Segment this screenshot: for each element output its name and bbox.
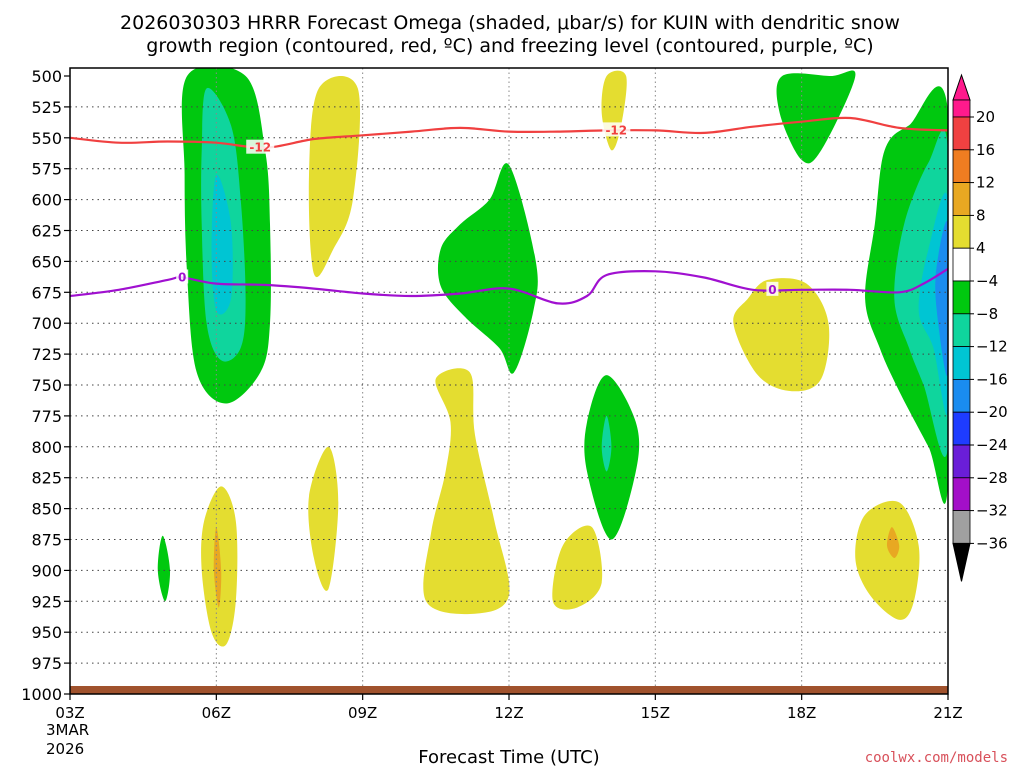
colorbar-bin-3 bbox=[952, 182, 971, 216]
omega-region-4 bbox=[437, 163, 538, 374]
y-tick-label-750: 750 bbox=[31, 376, 62, 395]
y-tick-label-725: 725 bbox=[31, 345, 62, 364]
colorbar-label-10: −24 bbox=[976, 436, 1008, 454]
omega-region-14 bbox=[213, 527, 222, 608]
colorbar-label-6: −8 bbox=[976, 305, 998, 323]
y-tick-label-625: 625 bbox=[31, 222, 62, 241]
colorbar-label-11: −28 bbox=[976, 469, 1008, 487]
omega-region-10 bbox=[423, 368, 510, 615]
colorbar-label-5: −4 bbox=[976, 272, 998, 290]
omega-region-8 bbox=[584, 375, 640, 540]
colorbar-label-2: 12 bbox=[976, 174, 995, 192]
y-tick-label-650: 650 bbox=[31, 252, 62, 271]
omega-region-12 bbox=[308, 446, 339, 591]
contour-layer: -12 -12 0 0 bbox=[70, 116, 948, 305]
chart-title-line-2: growth region (contoured, red, ºC) and f… bbox=[146, 35, 873, 57]
omega-region-9 bbox=[601, 415, 612, 472]
colorbar-bin-10 bbox=[952, 411, 971, 446]
colorbar-bin-9 bbox=[952, 378, 971, 413]
y-tick-label-875: 875 bbox=[31, 531, 62, 550]
colorbar-label-13: −36 bbox=[976, 534, 1008, 552]
x-date-line-2: 2026 bbox=[46, 740, 84, 758]
colorbar-bin-8 bbox=[952, 346, 971, 380]
omega-region-3 bbox=[308, 75, 361, 278]
omega-region-21 bbox=[886, 527, 900, 558]
freezing-level-0-label-1: 0 bbox=[768, 283, 776, 297]
x-tick-label-18: 18Z bbox=[787, 704, 816, 722]
colorbar-bin-4 bbox=[952, 214, 971, 249]
y-tick-label-925: 925 bbox=[31, 592, 62, 611]
credit-text: coolwx.com/models bbox=[865, 750, 1008, 766]
colorbar-top-arrow bbox=[952, 73, 971, 101]
dgz-minus12-label-bg-1 bbox=[602, 122, 631, 137]
colorbar-label-7: −12 bbox=[976, 338, 1008, 356]
y-tick-label-850: 850 bbox=[31, 500, 62, 519]
x-tick-label-6: 06Z bbox=[202, 704, 231, 722]
freezing-level-0-label-bg-1 bbox=[766, 281, 779, 296]
y-tick-label-500: 500 bbox=[31, 67, 62, 86]
grid-lines bbox=[70, 68, 948, 694]
y-tick-label-525: 525 bbox=[31, 98, 62, 117]
colorbar-bin-2 bbox=[952, 149, 971, 184]
x-tick-label-9: 09Z bbox=[348, 704, 377, 722]
y-tick-label-600: 600 bbox=[31, 191, 62, 210]
colorbar-label-0: 20 bbox=[976, 108, 995, 126]
y-tick-label-675: 675 bbox=[31, 283, 62, 302]
freezing-level-0-label-bg-0 bbox=[176, 269, 189, 284]
y-tick-label-825: 825 bbox=[31, 469, 62, 488]
colorbar-label-8: −16 bbox=[976, 370, 1008, 388]
omega-region-11 bbox=[552, 525, 603, 610]
colorbar-bin-5 bbox=[952, 247, 971, 282]
y-tick-label-575: 575 bbox=[31, 160, 62, 179]
x-tick-label-15: 15Z bbox=[641, 704, 670, 722]
chart-title-line-1: 2026030303 HRRR Forecast Omega (shaded, … bbox=[120, 12, 900, 34]
y-tick-label-1000: 1000 bbox=[21, 685, 62, 704]
y-axis: 500 525 550 575 600 625 650 675 700 725 750 775 800 8… bbox=[21, 67, 70, 704]
x-date-line-1: 3MAR bbox=[46, 721, 89, 739]
colorbar-bottom-arrow bbox=[952, 542, 971, 582]
x-tick-label-3: 03Z bbox=[55, 704, 84, 722]
colorbar-bin-6 bbox=[952, 280, 971, 315]
freezing-level-0-label-0: 0 bbox=[178, 270, 186, 284]
omega-shaded-layer bbox=[157, 68, 948, 647]
omega-region-7 bbox=[733, 278, 830, 392]
y-tick-label-975: 975 bbox=[31, 654, 62, 673]
ground-strip bbox=[70, 686, 948, 694]
colorbar-bin-1 bbox=[952, 116, 971, 151]
dgz-minus12-label-1: -12 bbox=[605, 123, 627, 137]
colorbar-bin-7 bbox=[952, 313, 971, 347]
dgz-minus12-line bbox=[70, 116, 948, 149]
colorbar-label-12: −32 bbox=[976, 502, 1008, 520]
omega-region-19 bbox=[935, 221, 948, 376]
omega-region-20 bbox=[855, 500, 920, 620]
colorbar: 20 16 12 8 4 −4 −8 −12 −16 −20 −24 −28 −32 −36 bbox=[952, 73, 1008, 582]
y-tick-label-950: 950 bbox=[31, 623, 62, 642]
y-tick-label-775: 775 bbox=[31, 407, 62, 426]
colorbar-label-9: −20 bbox=[976, 403, 1008, 421]
colorbar-bin-13 bbox=[952, 510, 971, 544]
omega-region-15 bbox=[157, 535, 171, 602]
y-tick-label-800: 800 bbox=[31, 438, 62, 457]
dgz-minus12-label-bg-0 bbox=[246, 139, 275, 154]
colorbar-label-3: 8 bbox=[976, 206, 986, 224]
colorbar-label-1: 16 bbox=[976, 141, 995, 159]
y-tick-label-550: 550 bbox=[31, 129, 62, 148]
x-axis: 03Z 06Z 09Z 12Z 15Z 18Z 21Z bbox=[55, 694, 963, 722]
y-tick-label-700: 700 bbox=[31, 314, 62, 333]
colorbar-bin-0 bbox=[952, 99, 971, 118]
freezing-level-0-line bbox=[70, 267, 948, 305]
x-tick-label-12: 12Z bbox=[494, 704, 523, 722]
y-tick-label-900: 900 bbox=[31, 561, 62, 580]
omega-region-5 bbox=[601, 70, 627, 151]
dgz-minus12-label-0: -12 bbox=[249, 141, 271, 155]
colorbar-bin-12 bbox=[952, 477, 971, 511]
colorbar-label-4: 4 bbox=[976, 239, 986, 257]
x-tick-label-21: 21Z bbox=[933, 704, 962, 722]
omega-region-6 bbox=[776, 70, 856, 164]
x-axis-label: Forecast Time (UTC) bbox=[418, 747, 599, 768]
colorbar-bin-11 bbox=[952, 444, 971, 479]
